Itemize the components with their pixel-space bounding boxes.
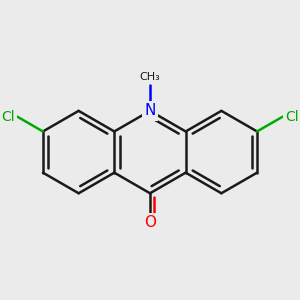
Text: O: O [144, 215, 156, 230]
Text: N: N [144, 103, 156, 118]
Text: Cl: Cl [285, 110, 298, 124]
Text: Cl: Cl [2, 110, 15, 124]
Text: CH₃: CH₃ [140, 72, 160, 82]
